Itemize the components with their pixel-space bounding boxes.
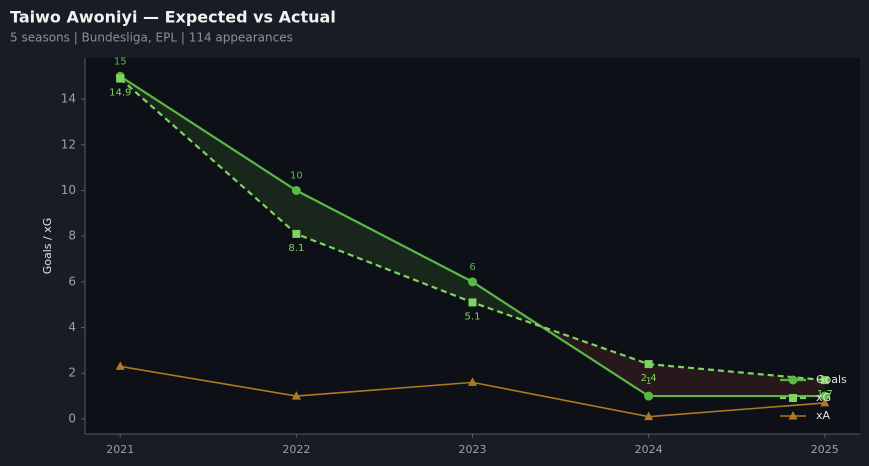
x-tick-label: 2024 (635, 443, 663, 456)
data-point (820, 391, 830, 401)
x-tick-label: 2022 (282, 443, 310, 456)
x-tick-label: 2021 (106, 443, 134, 456)
y-tick-label: 0 (68, 411, 76, 425)
data-point (115, 361, 125, 370)
data-point (644, 411, 654, 421)
y-axis-label: Goals / xG (41, 218, 54, 275)
legend-marker (788, 375, 798, 385)
chart-title: Taiwo Awoniyi — Expected vs Actual (10, 8, 336, 27)
y-tick-label: 12 (61, 137, 76, 151)
data-point (292, 229, 301, 238)
data-point (644, 391, 654, 401)
data-point (468, 298, 477, 307)
data-label: 5.1 (465, 311, 481, 322)
data-point (291, 185, 301, 195)
x-tick-label: 2023 (459, 443, 487, 456)
data-point (820, 376, 829, 385)
chart-subtitle: 5 seasons | Bundesliga, EPL | 114 appear… (10, 31, 293, 45)
legend-label: xG (816, 391, 831, 404)
difference-fill (648, 364, 825, 397)
data-point (468, 377, 477, 386)
y-tick-label: 4 (68, 320, 76, 334)
legend-marker (789, 394, 797, 402)
data-label: 8.1 (288, 243, 304, 254)
data-label: 10 (290, 170, 303, 181)
y-tick-label: 14 (61, 92, 76, 106)
data-label: 14.9 (109, 88, 131, 99)
y-tick-label: 6 (68, 274, 76, 288)
x-tick-label: 2025 (811, 443, 839, 456)
data-label: 1.7 (817, 389, 833, 400)
data-point (820, 397, 830, 407)
data-point (468, 277, 477, 287)
data-label: 6 (469, 262, 475, 273)
data-point (116, 74, 125, 83)
legend-label: xA (816, 409, 831, 422)
y-tick-label: 8 (68, 229, 76, 243)
legend-label: Goals (816, 373, 847, 386)
difference-fill (296, 190, 473, 303)
y-tick-label: 2 (68, 366, 76, 380)
legend-marker (788, 411, 798, 420)
data-label: 15 (114, 56, 127, 67)
data-point (644, 360, 653, 369)
data-label: 2.4 (641, 373, 657, 384)
data-point (291, 391, 301, 400)
y-tick-label: 10 (61, 183, 76, 197)
data-label: 1 (645, 376, 651, 387)
